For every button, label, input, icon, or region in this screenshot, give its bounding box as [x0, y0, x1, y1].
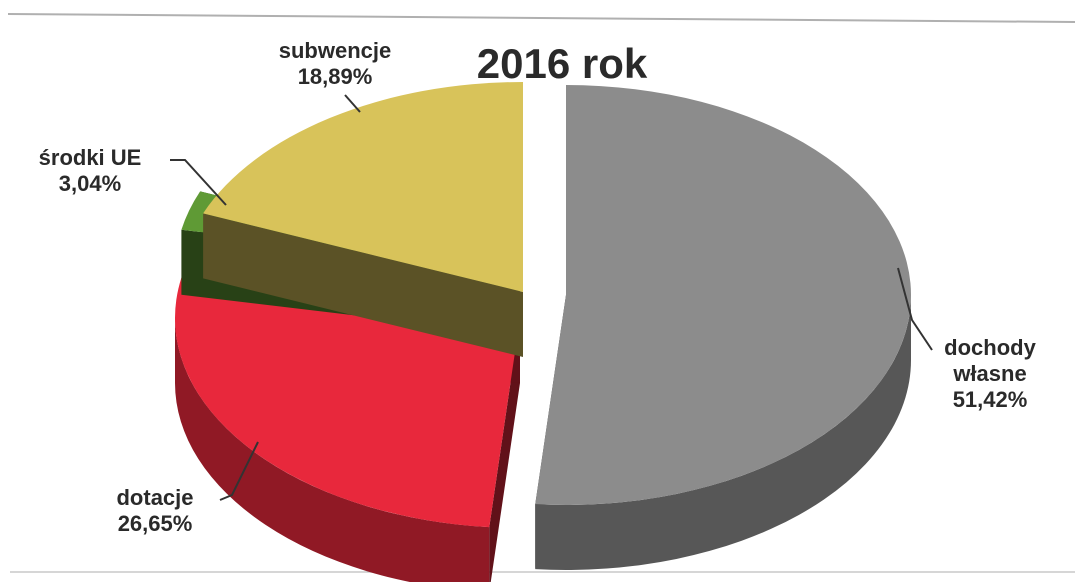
slice-top	[175, 277, 520, 528]
leader-line-dotacje	[219, 441, 259, 501]
slice-cut-face	[203, 213, 523, 357]
labels-layer: dochody własne 51,42% dotacje 26,65% środki U…	[39, 38, 1037, 536]
data-label-srodki-ue: środki UE 3,04%	[39, 145, 142, 196]
leader-line-srodki-ue	[170, 159, 227, 206]
leader-lines-layer	[170, 94, 933, 501]
slice-side-wall	[535, 295, 911, 570]
leader-line-subwencje	[344, 94, 361, 113]
data-label-dochody-wlasne: dochody własne 51,42%	[944, 335, 1036, 412]
frame-top-line	[7, 13, 1076, 23]
slice-subwencje	[203, 82, 523, 357]
slices-layer	[175, 82, 911, 582]
slice-top	[203, 82, 523, 292]
slice-cut-face	[489, 318, 520, 582]
slice-top	[535, 85, 911, 505]
data-label-subwencje: subwencje 18,89%	[279, 38, 391, 89]
slice-dochody-wlasne	[535, 85, 911, 570]
data-label-dotacje: dotacje 26,65%	[116, 485, 193, 536]
leader-line-dochody-wlasne	[897, 267, 933, 351]
slice-side-wall	[175, 318, 490, 582]
chart-title: 2016 rok	[477, 40, 648, 87]
